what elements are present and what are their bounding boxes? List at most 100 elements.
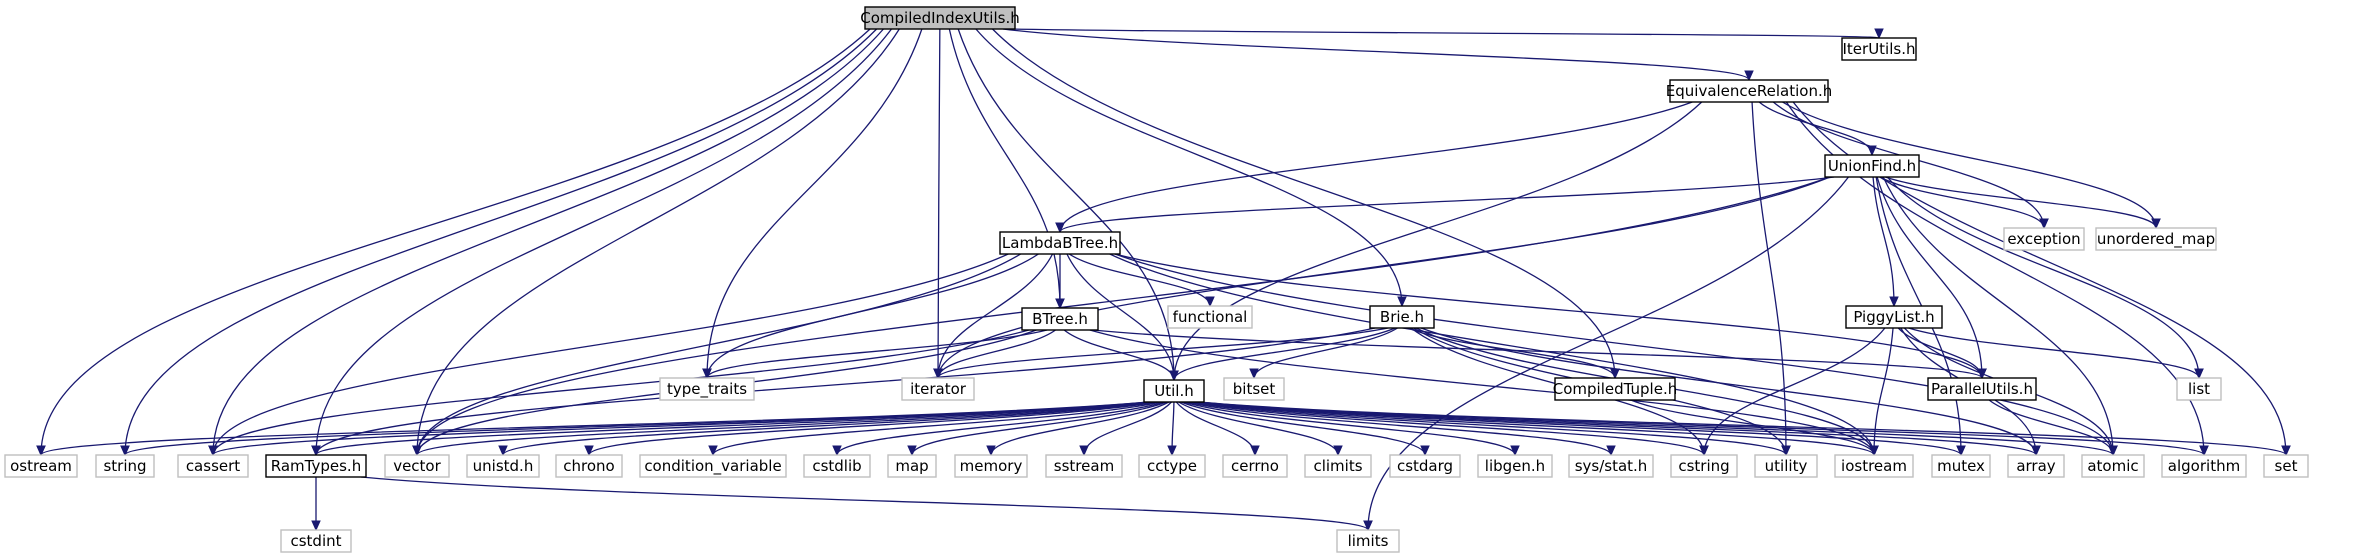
edge-util-to-sys_stat_h: [1185, 401, 1616, 457]
edge-line: [315, 28, 892, 456]
edge-line: [1882, 176, 2114, 456]
edge-line: [990, 401, 1170, 456]
edge-equivalence_relation-to-utility: [1751, 101, 1791, 457]
edge-arrowhead: [1397, 296, 1407, 308]
edge-equivalence_relation-to-util: [1169, 101, 1703, 382]
node-mutex[interactable]: mutex: [1931, 454, 1991, 478]
edge-line: [212, 28, 884, 456]
node-map[interactable]: map: [887, 454, 937, 478]
edge-arrowhead: [1889, 296, 1899, 308]
node-list[interactable]: list: [2176, 377, 2222, 401]
node-cstdarg[interactable]: cstdarg: [1389, 454, 1461, 478]
node-label: array: [2016, 457, 2055, 475]
edge-line: [124, 28, 878, 456]
edge-line: [1068, 253, 1211, 307]
node-iostream[interactable]: iostream: [1834, 454, 1914, 478]
node-label: bitset: [1233, 380, 1276, 398]
node-ram-types[interactable]: RamTypes.h: [265, 454, 367, 478]
node-label: Util.h: [1154, 382, 1193, 400]
edge-arrowhead: [1250, 445, 1260, 457]
node-unordered-map[interactable]: unordered_map: [2095, 227, 2217, 251]
node-limits[interactable]: limits: [1336, 529, 1400, 553]
node-sys-stat-h[interactable]: sys/stat.h: [1568, 454, 1654, 478]
node-piggy-list[interactable]: PiggyList.h: [1845, 305, 1943, 329]
node-libgen-h[interactable]: libgen.h: [1477, 454, 1553, 478]
node-label: cstdlib: [812, 457, 861, 475]
node-label: UnionFind.h: [1828, 157, 1916, 175]
node-utility[interactable]: utility: [1754, 454, 1818, 478]
edge-arrowhead: [1205, 296, 1215, 308]
node-array[interactable]: array: [2007, 454, 2065, 478]
node-util[interactable]: Util.h: [1143, 379, 1205, 403]
node-vector[interactable]: vector: [384, 454, 450, 478]
edge-arrowhead: [2281, 445, 2291, 457]
node-label: type_traits: [667, 380, 747, 399]
edge-line: [1109, 253, 1875, 456]
node-label: functional: [1173, 308, 1248, 326]
edge-line: [1367, 176, 1849, 531]
node-functional[interactable]: functional: [1167, 305, 1253, 329]
edge-line: [1886, 176, 2200, 379]
edge-ram_types-to-limits: [360, 476, 1373, 532]
edge-line: [416, 401, 1154, 456]
edge-compiled_index_utils-to-btree: [948, 28, 1065, 310]
edge-ram_types-to-cstdint: [311, 476, 321, 532]
node-string[interactable]: string: [95, 454, 155, 478]
edge-arrowhead: [2151, 218, 2161, 230]
node-label: vector: [393, 457, 441, 475]
edge-line: [1751, 101, 1787, 456]
edge-util-to-memory: [986, 401, 1170, 457]
edge-brie-to-bitset: [1249, 327, 1398, 380]
node-set[interactable]: set: [2263, 454, 2309, 478]
node-atomic[interactable]: atomic: [2081, 454, 2145, 478]
node-condition-variable[interactable]: condition_variable: [639, 454, 787, 478]
edge-arrowhead: [1606, 445, 1616, 457]
node-iter-utils[interactable]: IterUtils.h: [1841, 37, 1917, 61]
node-cstring[interactable]: cstring: [1670, 454, 1738, 478]
node-label: condition_variable: [644, 457, 781, 476]
edge-compiled_index_utils-to-equivalence_relation: [1002, 28, 1754, 82]
node-union-find[interactable]: UnionFind.h: [1824, 154, 1920, 178]
node-label: PiggyList.h: [1853, 308, 1934, 326]
edge-line: [1195, 401, 1962, 456]
edge-line: [212, 401, 1150, 456]
node-sstream[interactable]: sstream: [1045, 454, 1123, 478]
edge-line: [1420, 327, 2037, 456]
node-memory[interactable]: memory: [954, 454, 1028, 478]
node-exception[interactable]: exception: [2003, 227, 2085, 251]
edge-lambda_btree-to-functional: [1068, 253, 1215, 308]
node-unistd-h[interactable]: unistd.h: [466, 454, 540, 478]
node-chrono[interactable]: chrono: [555, 454, 623, 478]
node-cctype[interactable]: cctype: [1138, 454, 1206, 478]
node-label: CompiledTuple.h: [1553, 380, 1677, 398]
edge-line: [1772, 101, 2045, 229]
node-bitset[interactable]: bitset: [1223, 377, 1285, 401]
edge-line: [706, 28, 923, 379]
node-label: memory: [960, 457, 1023, 475]
edge-line: [1173, 101, 1703, 381]
node-cassert[interactable]: cassert: [177, 454, 249, 478]
node-lambda-btree[interactable]: LambdaBTree.h: [999, 231, 1121, 255]
edge-util-to-string: [120, 401, 1150, 457]
node-compiled-tuple[interactable]: CompiledTuple.h: [1553, 377, 1677, 401]
node-cstdlib[interactable]: cstdlib: [803, 454, 871, 478]
edge-arrowhead: [1169, 370, 1179, 382]
node-compiled-index-utils[interactable]: CompiledIndexUtils.h: [860, 6, 1020, 30]
edge-line: [1873, 327, 1894, 456]
edge-line: [1183, 401, 1516, 456]
node-btree[interactable]: BTree.h: [1021, 307, 1099, 331]
node-algorithm[interactable]: algorithm: [2161, 454, 2247, 478]
edge-compiled_index_utils-to-iterator: [933, 28, 943, 380]
node-parallel-utils[interactable]: ParallelUtils.h: [1927, 377, 2037, 401]
edge-brie-to-ram_types: [311, 327, 1376, 457]
node-type-traits[interactable]: type_traits: [659, 377, 755, 401]
node-equivalence-relation[interactable]: EquivalenceRelation.h: [1666, 79, 1832, 103]
node-iterator[interactable]: iterator: [901, 377, 975, 401]
edge-line: [1114, 253, 2114, 456]
node-cstdint[interactable]: cstdint: [280, 529, 352, 553]
node-climits[interactable]: climits: [1304, 454, 1372, 478]
node-brie[interactable]: Brie.h: [1369, 305, 1435, 329]
edge-line: [1908, 327, 2200, 379]
node-cerrno[interactable]: cerrno: [1222, 454, 1288, 478]
node-ostream[interactable]: ostream: [4, 454, 78, 478]
